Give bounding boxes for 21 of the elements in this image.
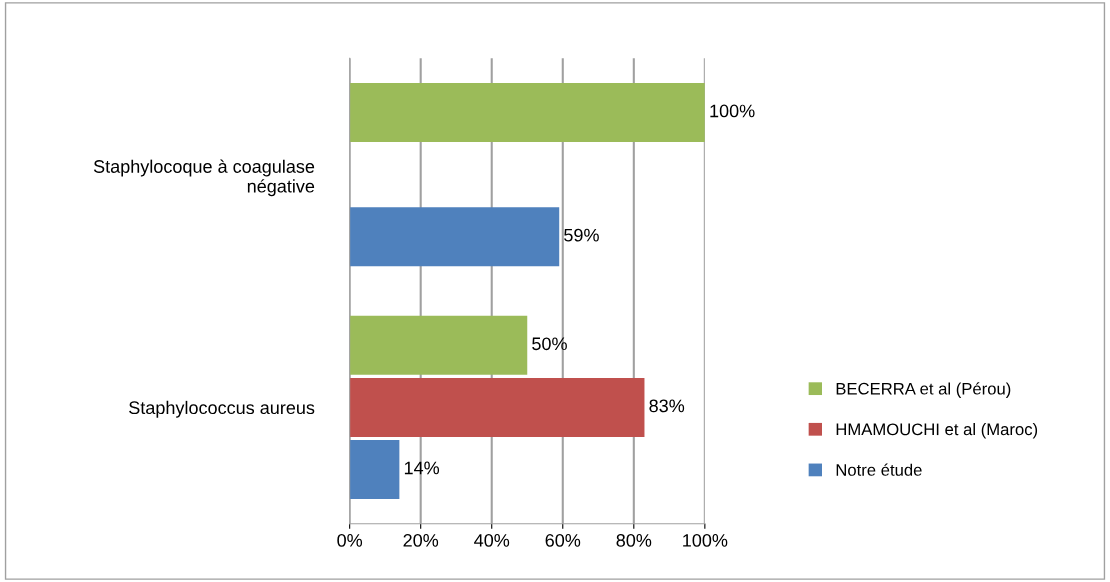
x-tick-label: 40% [474, 534, 510, 547]
x-tick-label: 20% [403, 534, 439, 547]
y-tick-label: Staphylococcus aureus [129, 400, 315, 418]
x-tick-label: 100% [683, 534, 728, 547]
bar [349, 207, 560, 267]
y-tick-label: Staphylocoque à coagulase négative [93, 159, 315, 197]
bar [349, 83, 705, 143]
data-label: 50% [532, 337, 567, 351]
bar [349, 439, 400, 499]
x-tick-label: 0% [337, 534, 363, 547]
bar [349, 377, 645, 437]
legend-label: BECERRA et al (Pérou) [836, 382, 1011, 398]
data-label: 59% [564, 228, 599, 242]
data-label: 14% [404, 461, 440, 475]
data-label: 83% [649, 399, 685, 413]
x-tick-label: 80% [616, 534, 652, 547]
x-tick-label: 60% [545, 534, 581, 547]
bar [349, 315, 528, 375]
legend-label: Notre étude [836, 463, 922, 476]
data-label: 100% [710, 104, 755, 118]
legend-label: HMAMOUCHI et al (Maroc) [836, 423, 1038, 439]
